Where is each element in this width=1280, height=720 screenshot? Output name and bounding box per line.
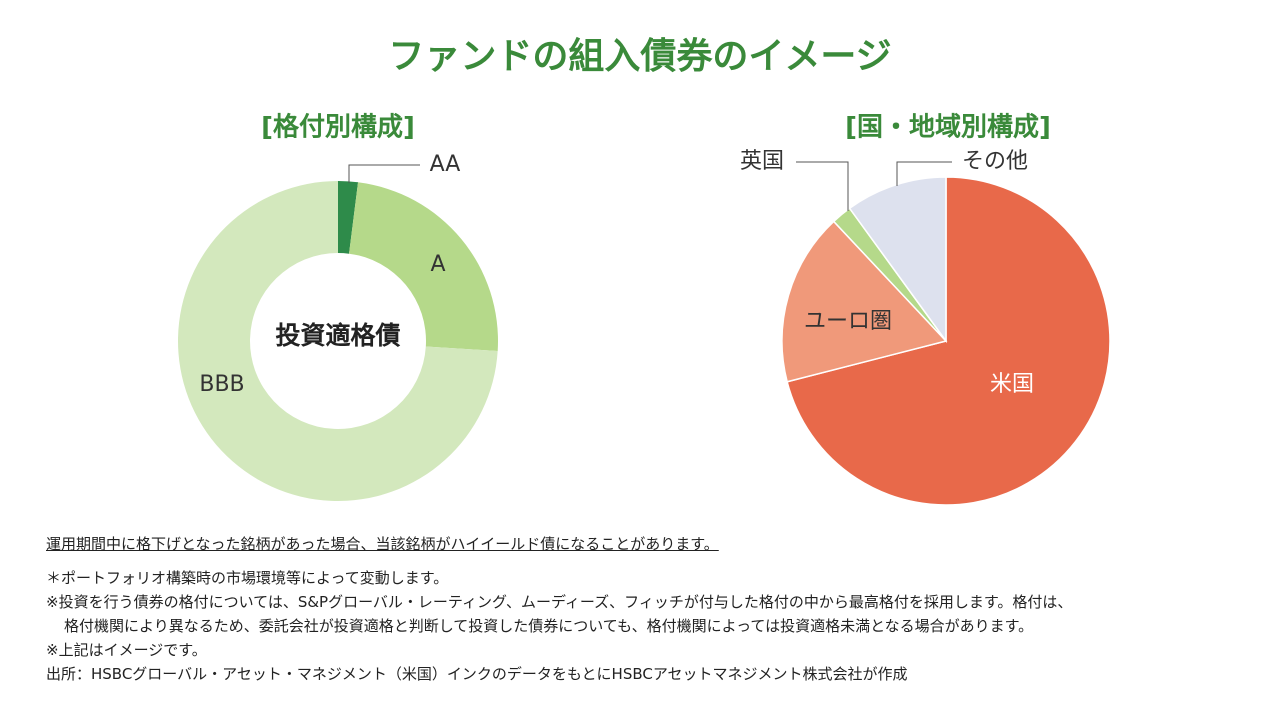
leader-line: [348, 164, 420, 183]
pie-slice: [781, 220, 948, 383]
center-label: 投資適格債: [275, 321, 400, 350]
leader-line: [796, 161, 849, 211]
chart-title: [格付別構成]: [261, 112, 415, 143]
note: ＊ポートフォリオ構築時の市場環境等によって変動します。: [46, 569, 449, 587]
donut-segment: [178, 181, 498, 502]
pie-slice: [786, 176, 1111, 506]
notes: 運用期間中に格下げとなった銘柄があった場合、当該銘柄がハイイールド債になることが…: [46, 532, 1246, 686]
note: ※上記はイメージです。: [46, 641, 207, 659]
note: 運用期間中に格下げとなった銘柄があった場合、当該銘柄がハイイールド債になることが…: [46, 535, 719, 553]
segment-label: AA: [430, 152, 461, 177]
note: ※投資を行う債券の格付については、S&Pグローバル・レーティング、ムーディーズ、…: [46, 593, 1073, 611]
note: 格付機関により異なるため、委託会社が投資適格と判断して投資した債券についても、格…: [64, 617, 1034, 635]
donut-segment: [349, 182, 498, 352]
pie-slice: [848, 176, 947, 344]
note: 出所：HSBCグローバル・アセット・マネジメント（米国）インクのデータをもとにH…: [46, 665, 908, 683]
leader-line: [896, 161, 952, 186]
charts: ファンドの組入債券のイメージ [格付別構成]AAABBB投資適格債[国・地域別構…: [178, 36, 1111, 506]
segment-label: ユーロ圏: [804, 309, 892, 334]
segment-label: 米国: [990, 372, 1034, 397]
segment-label: BBB: [199, 372, 244, 397]
page-title: ファンドの組入債券のイメージ: [388, 36, 891, 77]
chart-title: [国・地域別構成]: [845, 113, 1051, 143]
donut-segment: [338, 181, 359, 254]
segment-label: その他: [962, 149, 1028, 174]
segment-label: A: [430, 252, 445, 277]
segment-label: 英国: [740, 149, 784, 174]
